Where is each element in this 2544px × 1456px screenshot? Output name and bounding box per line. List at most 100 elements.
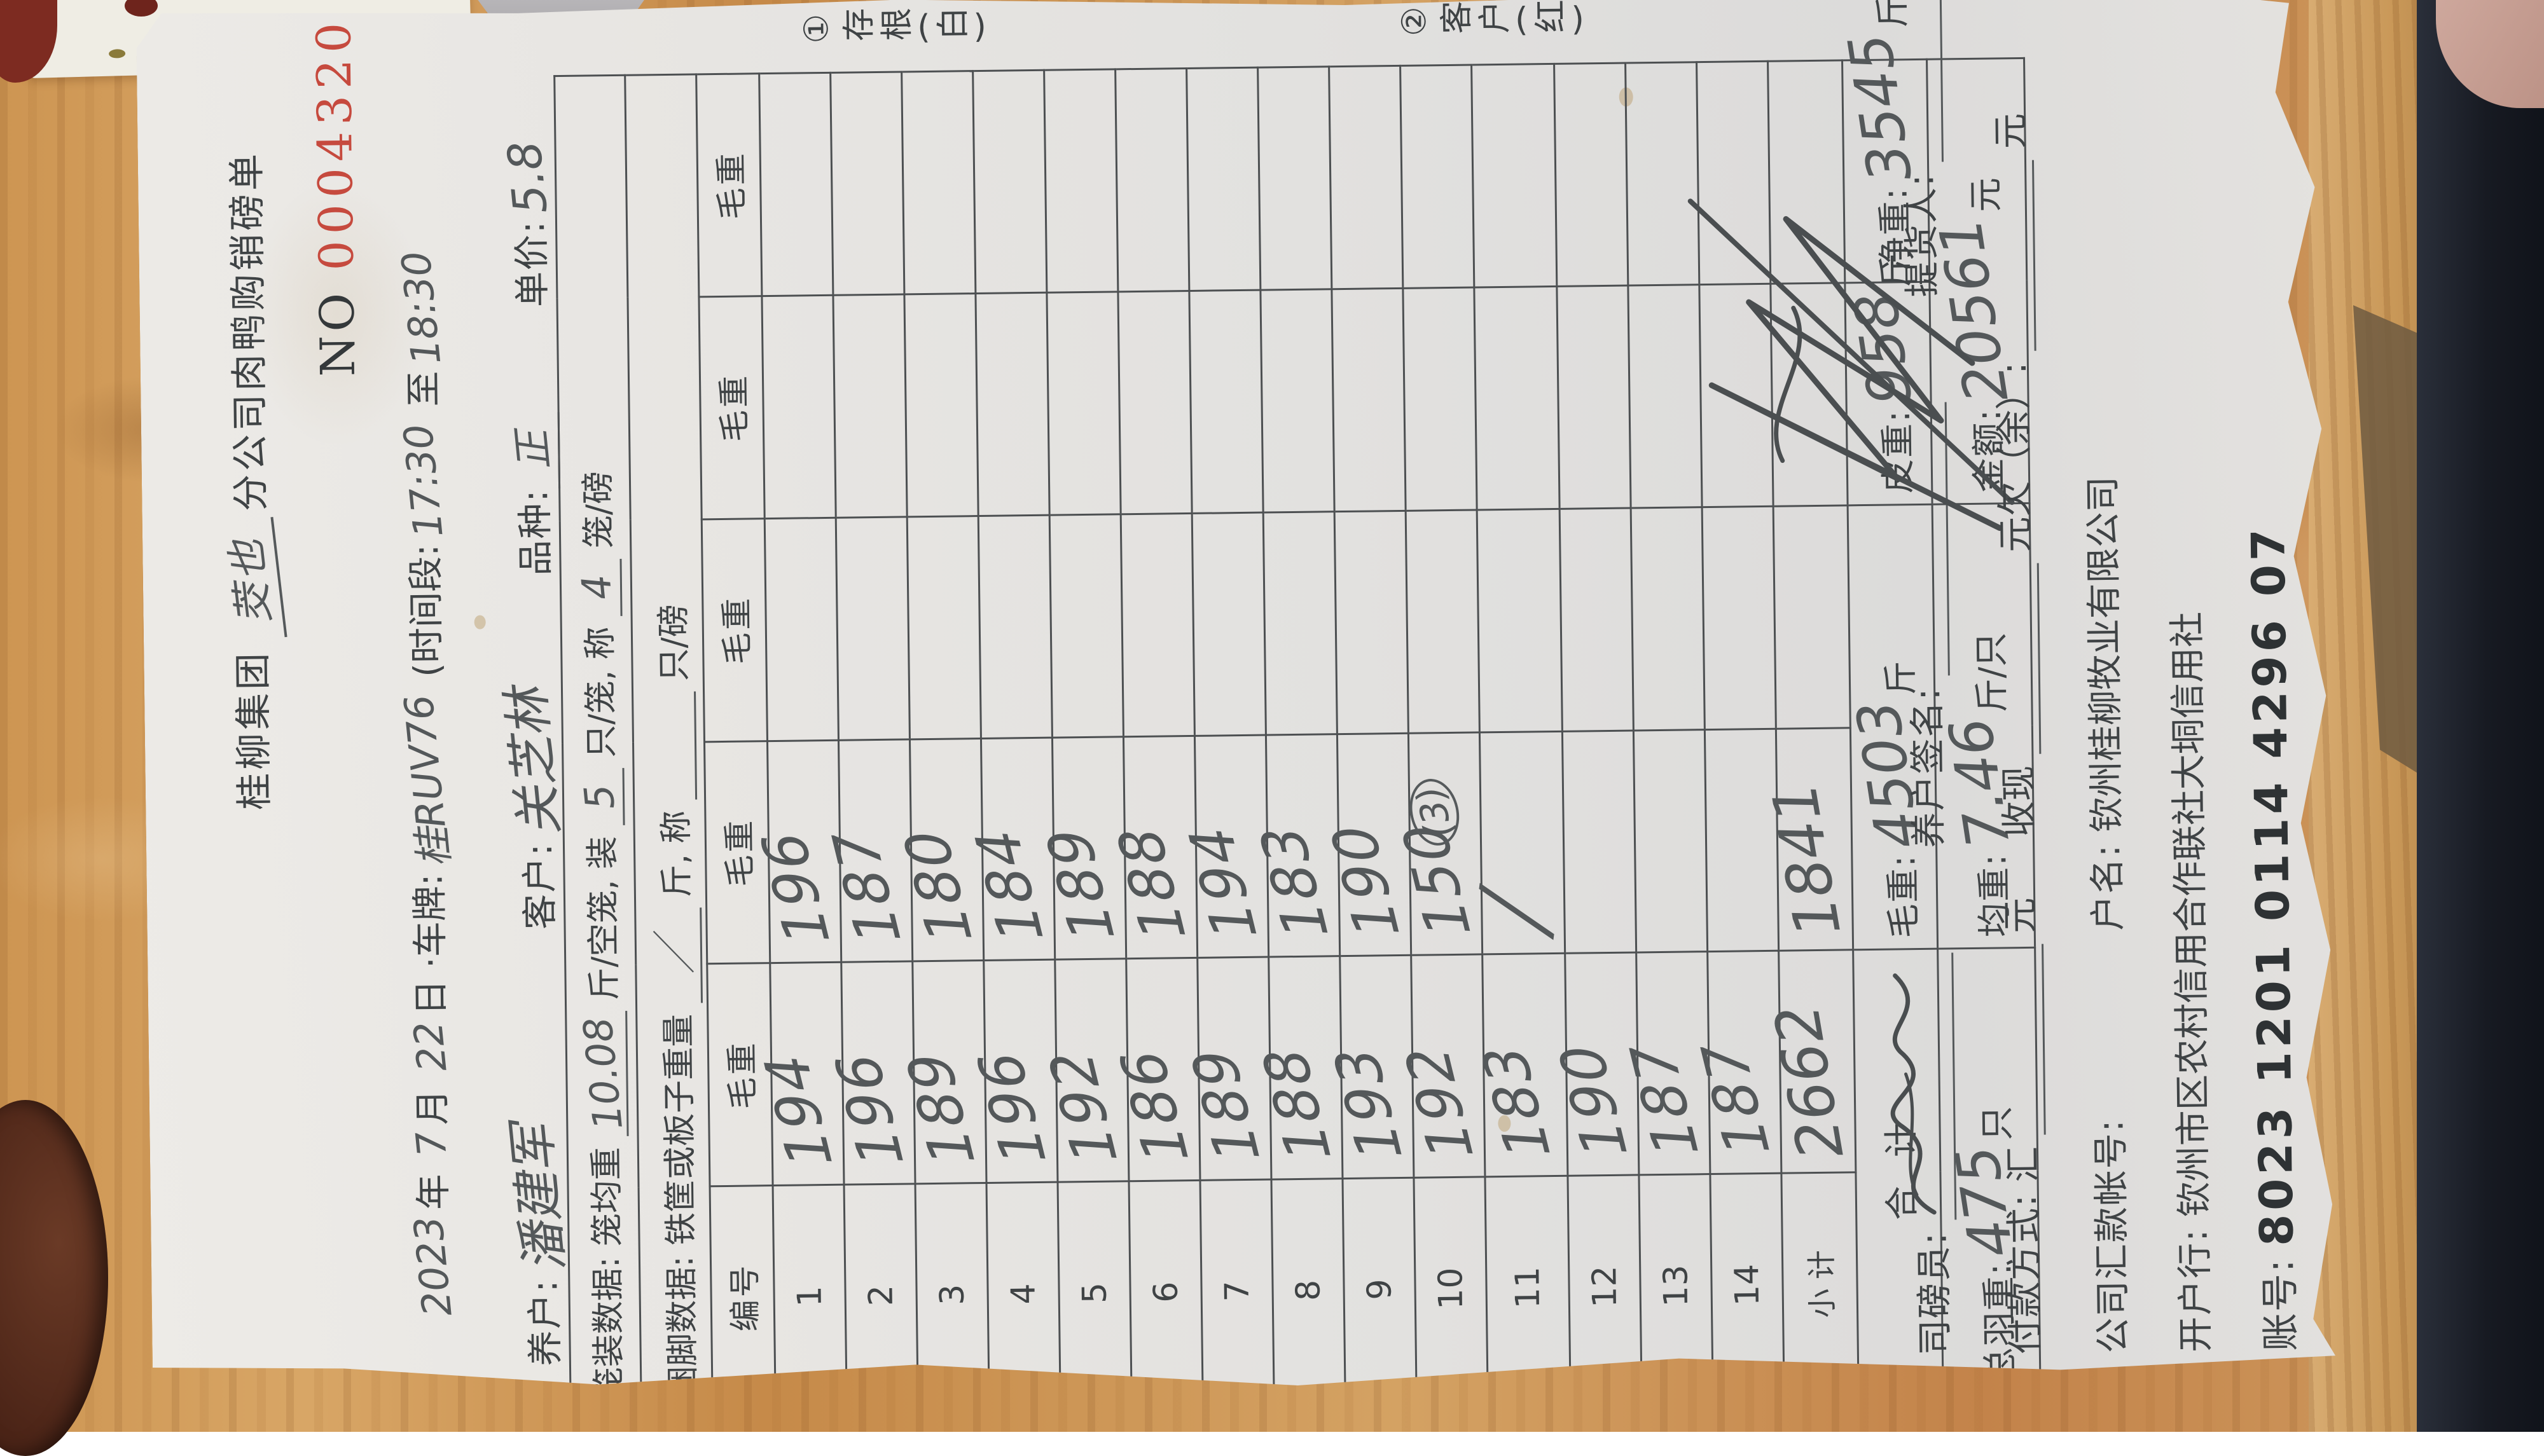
weight-cell xyxy=(1263,511,1337,734)
weight-cell xyxy=(1562,731,1636,954)
weigher-signature-scribble xyxy=(1860,966,1958,1221)
tie-data-label: 捆脚数据: xyxy=(663,1256,703,1399)
slash-mark: ╱ xyxy=(1475,886,1559,937)
stain xyxy=(474,615,486,629)
copy-label-customer: ②客户(红) xyxy=(1395,0,1589,45)
account-number-label: 账号: xyxy=(2258,1258,2304,1351)
year-value: 2023 xyxy=(404,1214,460,1319)
breed-value: 正 xyxy=(499,428,560,473)
farmer-sign-label: 养户签名: xyxy=(1907,687,1950,848)
subtotal-cell: 1841 xyxy=(1776,727,1853,951)
weight-cell xyxy=(1118,291,1192,514)
row-number: 7 xyxy=(1200,1179,1274,1403)
cage-avg-label: 笼均重 xyxy=(588,1147,627,1247)
price-value: 5.8 xyxy=(497,139,558,216)
cage-weigh-unit: 笼/磅 xyxy=(579,470,618,548)
row-number: 14 xyxy=(1710,1173,1784,1396)
row-number: 3 xyxy=(915,1183,989,1406)
plate-label: ·车牌: xyxy=(410,874,452,968)
row-number: 4 xyxy=(986,1182,1060,1405)
company-account-label: 公司汇款帐号: xyxy=(2090,1118,2134,1354)
tie-weigh-label: 称 xyxy=(657,810,696,844)
bank-line: 开户行: 钦州市区农村信用合作联社大垌信用社 xyxy=(2159,612,2219,1353)
title-suffix: 分公司肉鸭购销磅单 xyxy=(225,151,273,512)
row-number: 12 xyxy=(1568,1175,1642,1398)
day-label: 日 xyxy=(411,979,453,1015)
row-number: 1 xyxy=(773,1185,847,1408)
cage-weigh-label: 称 xyxy=(581,626,620,660)
cage-load-unit: 只/笼, xyxy=(582,670,621,759)
remit-unit: 元 xyxy=(2000,897,2042,933)
no-prefix: NO xyxy=(310,289,366,376)
paper-speck xyxy=(109,49,125,58)
no-number: 0004320 xyxy=(307,16,364,271)
weight-cell xyxy=(1049,514,1123,737)
weight-cell xyxy=(1403,287,1477,511)
remit-label: 汇 xyxy=(2003,1146,2045,1183)
subtotal-cell: 2662 xyxy=(1779,950,1856,1173)
weight-cell xyxy=(1559,508,1633,731)
weighing-slip-document: ①存根(白) ②客户(红) 桂柳集团茭也分公司肉鸭购销磅单 NO 0004320… xyxy=(136,0,2341,1422)
cage-avg-unit: 斤/空笼, xyxy=(584,879,624,1001)
account-name: 钦州桂柳牧业有限公司 xyxy=(2082,476,2128,833)
payment-label: 付款方式: xyxy=(2003,1193,2047,1355)
weight-cell xyxy=(1192,512,1266,736)
cage-load-label: 装 xyxy=(584,836,623,870)
weight-cell xyxy=(1557,285,1631,509)
cage-load-value: 5 xyxy=(575,782,624,812)
weight-cell xyxy=(1633,729,1707,952)
cage-weigh-value: 4 xyxy=(572,573,621,603)
col-header-weight: 毛重 xyxy=(702,518,767,741)
weight-cell xyxy=(902,71,976,294)
farmer-label: 养户: xyxy=(524,1279,567,1366)
customer-label: 客户: xyxy=(519,842,562,930)
branch-handwritten: 茭也 xyxy=(211,517,287,644)
owe-unit: 元 xyxy=(1990,113,2032,149)
account-name-label: 户名: xyxy=(2087,844,2129,931)
row-number: 9 xyxy=(1343,1178,1416,1401)
to-label: 至 xyxy=(403,371,445,407)
weight-cell xyxy=(764,518,838,741)
weight-cell xyxy=(1477,509,1562,732)
weight-cell xyxy=(762,295,836,518)
year-label: 年 xyxy=(413,1174,455,1210)
weight-cell xyxy=(904,293,978,516)
weigher-label: 司磅员: xyxy=(1914,1231,1956,1356)
weight-cell xyxy=(1400,65,1474,288)
weight-cell xyxy=(1187,67,1261,291)
row-number: 13 xyxy=(1639,1174,1713,1398)
subtotal-label: 小 计 xyxy=(1781,1172,1858,1396)
weight-cell xyxy=(978,515,1052,738)
weight-cell xyxy=(1189,290,1263,513)
account-number: 8023 1201 0114 4296 07 xyxy=(2241,525,2304,1246)
row-number: 2 xyxy=(844,1184,918,1407)
bank-label: 开户行: xyxy=(2174,1228,2217,1352)
month-value: 7 xyxy=(407,1129,456,1159)
farmer-name-handwritten: 潘建军 xyxy=(492,1121,577,1276)
weight-cell xyxy=(1406,510,1479,733)
account-number-line: 账号: 8023 1201 0114 4296 07 xyxy=(2240,525,2306,1351)
owe-label: 元欠（余）: xyxy=(1993,362,2037,553)
pickup-signature-scribble xyxy=(1652,165,2038,577)
weight-cell xyxy=(1044,69,1118,292)
copy-label-stub: ①存根(白) xyxy=(798,3,992,53)
row-number: 11 xyxy=(1485,1176,1570,1399)
day-value: 22 xyxy=(404,1019,455,1074)
tie-weigh-unit: 只/磅 xyxy=(654,604,693,682)
weight-cell xyxy=(759,72,833,296)
row-number: 6 xyxy=(1129,1181,1203,1404)
document-wrapper: ①存根(白) ②客户(红) 桂柳集团茭也分公司肉鸭购销磅单 NO 0004320… xyxy=(149,0,2350,1432)
col-header-no: 编号 xyxy=(710,1186,775,1409)
weight-cell xyxy=(907,516,981,739)
row-number: 5 xyxy=(1058,1181,1131,1404)
weight-cell xyxy=(833,294,907,518)
weight-cell xyxy=(1472,64,1557,287)
weight-cell xyxy=(1474,286,1559,509)
tie-frame-unit: 斤, xyxy=(658,854,696,898)
time-to: 18:30 xyxy=(392,249,450,367)
col-header-weight: 毛重 xyxy=(699,296,764,519)
weight-cell xyxy=(1329,65,1403,289)
tie-frame-label: 铁筐或板子重量 xyxy=(660,1013,700,1246)
time-from: 17:30 xyxy=(394,422,452,540)
form-title: 桂柳集团茭也分公司肉鸭购销磅单 xyxy=(213,150,284,810)
